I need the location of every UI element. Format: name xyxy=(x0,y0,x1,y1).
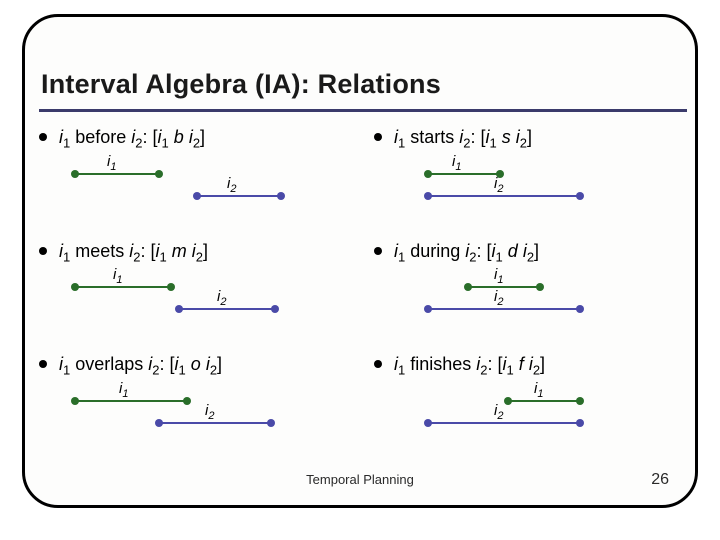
interval-label: i2 xyxy=(494,402,503,422)
interval-bar xyxy=(424,195,584,197)
content-area: i1 before i2: [i1 b i2]i1i2i1 starts i2:… xyxy=(25,127,695,468)
relation-text: i1 meets i2: [i1 m i2] xyxy=(59,241,350,265)
interval-bar xyxy=(193,195,285,197)
interval-label: i1 xyxy=(534,380,543,400)
interval-label: i2 xyxy=(217,288,226,308)
bullet-icon xyxy=(39,133,47,141)
bullet-icon xyxy=(374,247,382,255)
relation-cell: i1 starts i2: [i1 s i2]i1 i2 xyxy=(360,127,695,213)
interval-label: i2 xyxy=(205,402,214,422)
interval-label: i2 xyxy=(227,175,236,195)
interval-bar xyxy=(155,422,275,424)
relation-row: i1 overlaps i2: [i1 o i2]i1i2i1 finishes… xyxy=(25,354,695,440)
page-number: 26 xyxy=(651,471,669,489)
interval-bar xyxy=(424,422,584,424)
footer-text: Temporal Planning xyxy=(25,472,695,487)
interval-bar xyxy=(71,400,191,402)
relation-cell: i1 during i2: [i1 d i2]i1i2 xyxy=(360,241,695,327)
interval-diagram: i1 i2 xyxy=(59,155,319,213)
interval-diagram: i1 i2 xyxy=(59,268,319,326)
interval-bar xyxy=(71,173,163,175)
interval-label: i2 xyxy=(494,175,503,195)
relation-cell: i1 before i2: [i1 b i2]i1 i2 xyxy=(25,127,360,213)
interval-bar xyxy=(175,308,279,310)
relation-text: i1 before i2: [i1 b i2] xyxy=(59,127,350,151)
interval-label: i1 xyxy=(119,380,128,400)
bullet-icon xyxy=(374,133,382,141)
relation-cell: i1 meets i2: [i1 m i2]i1 i2 xyxy=(25,241,360,327)
relation-cell: i1 finishes i2: [i1 f i2]i1 i2 xyxy=(360,354,695,440)
slide-title: Interval Algebra (IA): Relations xyxy=(41,69,441,100)
interval-label: i1 xyxy=(452,153,461,173)
interval-bar xyxy=(424,173,504,175)
interval-label: i1 xyxy=(113,266,122,286)
interval-label: i2 xyxy=(494,288,503,308)
interval-bar xyxy=(71,286,175,288)
interval-diagram: i1 i2 xyxy=(394,155,654,213)
interval-label: i1 xyxy=(107,153,116,173)
relation-text: i1 during i2: [i1 d i2] xyxy=(394,241,685,265)
relation-row: i1 before i2: [i1 b i2]i1i2i1 starts i2:… xyxy=(25,127,695,213)
relation-text: i1 starts i2: [i1 s i2] xyxy=(394,127,685,151)
relation-row: i1 meets i2: [i1 m i2]i1i2i1 during i2: … xyxy=(25,241,695,327)
slide-frame: Interval Algebra (IA): Relations i1 befo… xyxy=(22,14,698,508)
bullet-icon xyxy=(374,360,382,368)
interval-diagram: i1 i2 xyxy=(59,382,319,440)
interval-diagram: i1 i2 xyxy=(394,382,654,440)
bullet-icon xyxy=(39,360,47,368)
relation-text: i1 overlaps i2: [i1 o i2] xyxy=(59,354,350,378)
relation-text: i1 finishes i2: [i1 f i2] xyxy=(394,354,685,378)
interval-bar xyxy=(424,308,584,310)
bullet-icon xyxy=(39,247,47,255)
interval-bar xyxy=(464,286,544,288)
interval-bar xyxy=(504,400,584,402)
relation-cell: i1 overlaps i2: [i1 o i2]i1 i2 xyxy=(25,354,360,440)
interval-diagram: i1i2 xyxy=(394,268,654,326)
title-underline xyxy=(39,109,687,112)
interval-label: i1 xyxy=(494,266,503,286)
